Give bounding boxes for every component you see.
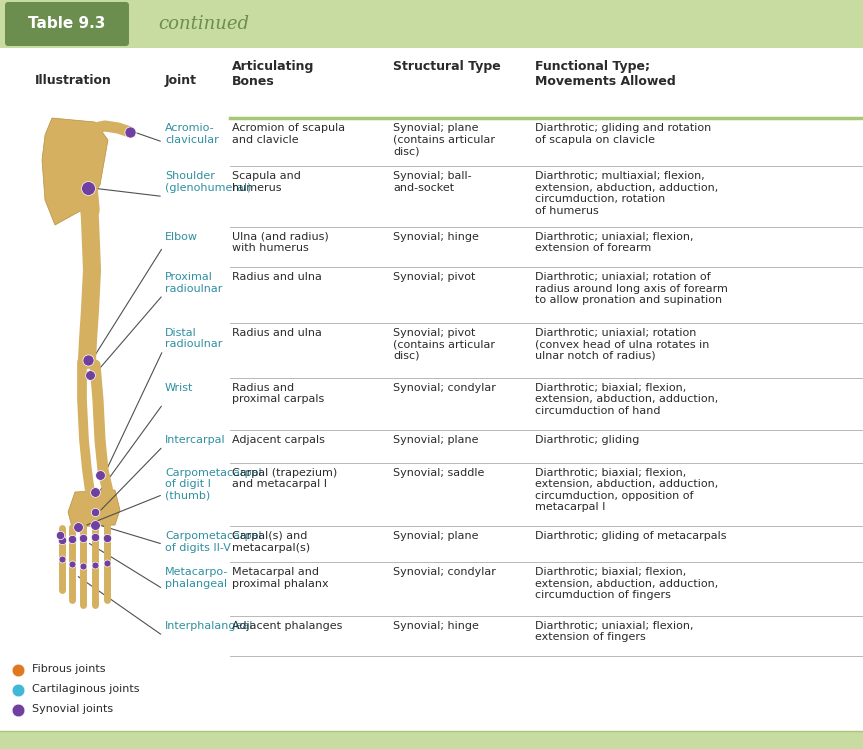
Text: Diarthrotic; uniaxial; flexion,
extension of fingers: Diarthrotic; uniaxial; flexion, extensio…	[535, 621, 694, 642]
Text: Ulna (and radius)
with humerus: Ulna (and radius) with humerus	[232, 231, 329, 253]
Text: Diarthrotic; uniaxial; flexion,
extension of forearm: Diarthrotic; uniaxial; flexion, extensio…	[535, 231, 694, 253]
Text: Functional Type;
Movements Allowed: Functional Type; Movements Allowed	[535, 60, 676, 88]
Text: Carpal (trapezium)
and metacarpal I: Carpal (trapezium) and metacarpal I	[232, 467, 337, 489]
Text: Diarthrotic; biaxial; flexion,
extension, abduction, adduction,
circumduction, o: Diarthrotic; biaxial; flexion, extension…	[535, 467, 718, 512]
Text: Shoulder
(glenohumeral): Shoulder (glenohumeral)	[165, 172, 251, 192]
Text: Synovial; condylar: Synovial; condylar	[393, 383, 496, 393]
Text: Fibrous joints: Fibrous joints	[32, 664, 105, 674]
Text: Illustration: Illustration	[35, 74, 112, 87]
Text: Wrist: Wrist	[165, 383, 193, 393]
Text: Diarthrotic; multiaxial; flexion,
extension, abduction, adduction,
circumduction: Diarthrotic; multiaxial; flexion, extens…	[535, 172, 718, 216]
Text: Adjacent phalanges: Adjacent phalanges	[232, 621, 343, 631]
Text: Distal
radioulnar: Distal radioulnar	[165, 327, 223, 349]
Text: Synovial; plane: Synovial; plane	[393, 531, 478, 542]
Text: Synovial joints: Synovial joints	[32, 704, 113, 714]
Text: Diarthrotic; uniaxial; rotation
(convex head of ulna rotates in
ulnar notch of r: Diarthrotic; uniaxial; rotation (convex …	[535, 327, 709, 361]
Text: Metacarpo-
phalangeal: Metacarpo- phalangeal	[165, 567, 229, 589]
Text: Carpometacarpal
of digits II-V: Carpometacarpal of digits II-V	[165, 531, 261, 553]
Text: Diarthrotic; gliding and rotation
of scapula on clavicle: Diarthrotic; gliding and rotation of sca…	[535, 123, 711, 145]
Text: Structural Type: Structural Type	[393, 60, 501, 73]
Polygon shape	[42, 118, 108, 225]
Text: Joint: Joint	[165, 74, 197, 87]
Text: Elbow: Elbow	[165, 231, 198, 242]
Bar	[0, 731, 863, 749]
Text: Proximal
radioulnar: Proximal radioulnar	[165, 272, 223, 294]
Text: Diarthrotic; gliding: Diarthrotic; gliding	[535, 435, 639, 445]
Text: Synovial; hinge: Synovial; hinge	[393, 621, 479, 631]
Text: Synovial; condylar: Synovial; condylar	[393, 567, 496, 577]
Text: Carpal(s) and
metacarpal(s): Carpal(s) and metacarpal(s)	[232, 531, 310, 553]
Text: Acromion of scapula
and clavicle: Acromion of scapula and clavicle	[232, 123, 345, 145]
Text: Diarthrotic; biaxial; flexion,
extension, abduction, adduction,
circumduction of: Diarthrotic; biaxial; flexion, extension…	[535, 383, 718, 416]
Text: Articulating
Bones: Articulating Bones	[232, 60, 314, 88]
Text: Metacarpal and
proximal phalanx: Metacarpal and proximal phalanx	[232, 567, 329, 589]
Bar	[0, 0, 863, 48]
Text: Synovial; pivot: Synovial; pivot	[393, 272, 476, 282]
Text: Synovial; ball-
and-socket: Synovial; ball- and-socket	[393, 172, 471, 192]
Text: Diarthrotic; uniaxial; rotation of
radius around long axis of forearm
to allow p: Diarthrotic; uniaxial; rotation of radiu…	[535, 272, 728, 306]
Text: Diarthrotic; gliding of metacarpals: Diarthrotic; gliding of metacarpals	[535, 531, 727, 542]
Text: Table 9.3: Table 9.3	[28, 16, 105, 31]
Text: Synovial; plane: Synovial; plane	[393, 435, 478, 445]
Polygon shape	[68, 490, 120, 527]
Text: Scapula and
humerus: Scapula and humerus	[232, 172, 301, 192]
Text: Synovial; plane
(contains articular
disc): Synovial; plane (contains articular disc…	[393, 123, 495, 157]
Text: Intercarpal: Intercarpal	[165, 435, 225, 445]
Text: Synovial; pivot
(contains articular
disc): Synovial; pivot (contains articular disc…	[393, 327, 495, 361]
Text: Carpometacarpal
of digit I
(thumb): Carpometacarpal of digit I (thumb)	[165, 467, 261, 501]
Text: Diarthrotic; biaxial; flexion,
extension, abduction, adduction,
circumduction of: Diarthrotic; biaxial; flexion, extension…	[535, 567, 718, 601]
Text: continued: continued	[158, 15, 249, 33]
Text: Radius and ulna: Radius and ulna	[232, 327, 322, 338]
Text: Cartilaginous joints: Cartilaginous joints	[32, 684, 140, 694]
Text: Radius and
proximal carpals: Radius and proximal carpals	[232, 383, 324, 404]
Text: Synovial; hinge: Synovial; hinge	[393, 231, 479, 242]
Text: Interphalangeal: Interphalangeal	[165, 621, 254, 631]
Text: Acromio-
clavicular: Acromio- clavicular	[165, 123, 218, 145]
Text: Adjacent carpals: Adjacent carpals	[232, 435, 324, 445]
FancyBboxPatch shape	[5, 2, 129, 46]
Text: Radius and ulna: Radius and ulna	[232, 272, 322, 282]
Text: Synovial; saddle: Synovial; saddle	[393, 467, 484, 478]
